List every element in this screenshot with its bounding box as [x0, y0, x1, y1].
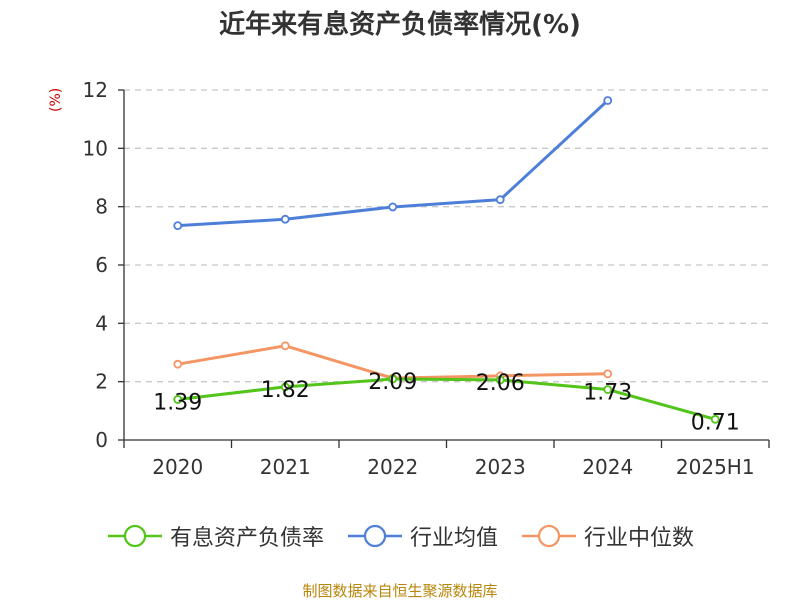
data-point	[173, 359, 183, 369]
y-tick-label: 12	[83, 78, 108, 102]
y-tick-label: 2	[95, 370, 108, 394]
legend-item[interactable]: 行业均值	[346, 520, 498, 552]
legend-label: 行业中位数	[584, 526, 695, 551]
legend-swatch-icon	[107, 524, 162, 548]
data-point	[173, 395, 183, 404]
data-point	[603, 385, 613, 394]
x-tick-label: 2023	[475, 455, 526, 479]
x-tick-label: 2025H1	[676, 455, 755, 479]
data-label: 1.82	[261, 378, 310, 403]
y-tick-label: 10	[83, 136, 108, 160]
data-point	[280, 341, 290, 351]
legend-swatch-icon	[522, 524, 576, 548]
legend-item[interactable]: 有息资产负债率	[106, 520, 324, 552]
data-point	[710, 414, 720, 424]
y-tick-label: 4	[95, 311, 108, 335]
legend-swatch-icon	[347, 524, 402, 548]
data-label: 2.09	[368, 370, 417, 395]
y-tick-label: 8	[95, 195, 108, 219]
legend-label: 有息资产负债率	[169, 526, 324, 551]
data-point	[173, 221, 183, 231]
chart-title: 近年来有息资产负债率情况(%)	[219, 10, 581, 40]
x-tick-label: 2024	[582, 455, 633, 479]
data-label: 1.39	[153, 390, 202, 415]
y-tick-label: 6	[95, 253, 108, 277]
x-tick-label: 2022	[367, 455, 418, 479]
data-point	[603, 369, 613, 379]
x-tick-label: 2020	[152, 455, 203, 479]
chart-legend: 有息资产负债率 行业均值 行业中位数	[0, 520, 800, 552]
data-point	[280, 214, 290, 224]
series-line	[177, 377, 716, 421]
data-label: 2.06	[476, 371, 525, 396]
source-note: 制图数据来自恒生聚源数据库	[302, 582, 498, 600]
data-point	[280, 382, 290, 392]
data-point	[388, 202, 398, 212]
y-tick-label: 0	[95, 428, 108, 452]
data-label: 0.71	[691, 410, 740, 435]
legend-item[interactable]: 行业中位数	[520, 520, 694, 552]
data-label: 1.73	[583, 381, 632, 406]
legend-label: 行业均值	[409, 526, 498, 551]
data-point	[495, 195, 505, 205]
data-point	[388, 374, 398, 384]
data-point	[603, 96, 613, 105]
data-point	[495, 375, 505, 385]
x-tick-label: 2021	[260, 455, 311, 479]
